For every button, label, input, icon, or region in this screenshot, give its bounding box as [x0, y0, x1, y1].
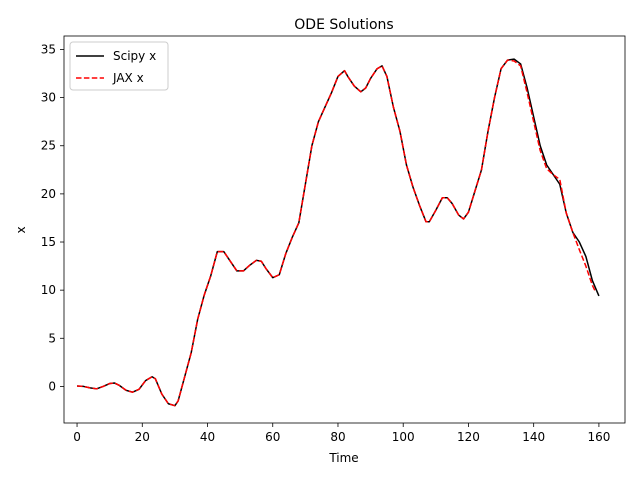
x-tick-label: 120 — [457, 430, 480, 444]
x-tick-label: 140 — [522, 430, 545, 444]
chart-title: ODE Solutions — [294, 17, 393, 33]
y-tick-label: 5 — [48, 331, 56, 345]
series-line-jax — [76, 59, 597, 407]
y-tick-label: 25 — [41, 139, 56, 153]
x-tick-label: 80 — [330, 430, 345, 444]
x-tick-label: 100 — [392, 430, 415, 444]
legend-label-scipy: Scipy x — [113, 49, 156, 63]
y-axis-label: x — [14, 226, 28, 233]
y-tick-label: 20 — [41, 187, 56, 201]
legend: Scipy x JAX x — [69, 41, 169, 91]
legend-label-jax: JAX x — [112, 71, 144, 85]
x-axis-label: Time — [328, 451, 358, 465]
x-tick-label: 20 — [135, 430, 150, 444]
y-tick-label: 0 — [48, 379, 56, 393]
x-tick-label: 60 — [265, 430, 280, 444]
x-tick-label: 160 — [587, 430, 610, 444]
y-axis-ticks: 0 5 10 15 20 25 30 35 — [41, 42, 64, 393]
x-axis-ticks: 0 20 40 60 80 100 120 140 160 — [73, 423, 610, 444]
y-tick-label: 30 — [41, 91, 56, 105]
x-tick-label: 40 — [200, 430, 215, 444]
y-tick-label: 10 — [41, 283, 56, 297]
y-tick-label: 35 — [41, 42, 56, 56]
series-lines — [76, 58, 600, 407]
x-tick-label: 0 — [73, 430, 81, 444]
y-tick-label: 15 — [41, 235, 56, 249]
axes-frame — [63, 35, 626, 424]
